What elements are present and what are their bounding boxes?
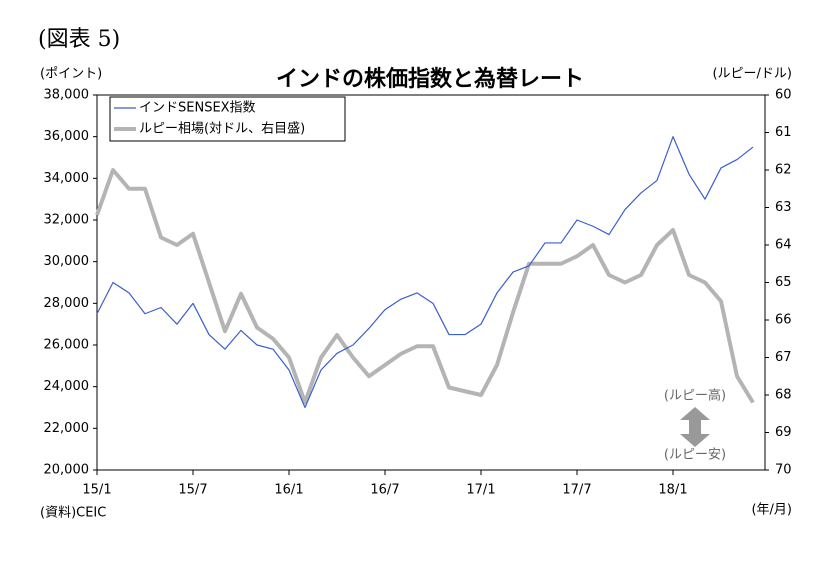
x-tick-label: 15/1	[82, 483, 111, 498]
chart-title: インドの株価指数と為替レート	[276, 66, 584, 92]
figure-label: (図表 5)	[38, 27, 120, 52]
x-tick-label: 15/7	[178, 483, 207, 498]
x-tick-label: 16/7	[370, 483, 399, 498]
x-tick-label: 16/1	[274, 483, 303, 498]
y2-tick-label: 67	[775, 350, 792, 365]
arrow	[680, 407, 710, 447]
x-tick-label: 17/7	[562, 483, 591, 498]
y-tick-label: 34,000	[44, 171, 90, 186]
source: (資料)CEIC	[40, 506, 106, 521]
y-tick-label: 36,000	[44, 129, 90, 144]
x-tick-label: 17/1	[466, 483, 495, 498]
y-axis-label: (ポイント)	[40, 67, 102, 82]
y2-tick-label: 62	[775, 163, 792, 178]
series-line	[95, 168, 755, 405]
y2-tick-label: 66	[775, 313, 792, 328]
y-tick-label: 24,000	[44, 379, 90, 394]
y-tick-label: 32,000	[44, 213, 90, 228]
y2-tick-label: 70	[775, 463, 792, 478]
plot-frame	[96, 94, 766, 471]
y-tick-label: 38,000	[44, 88, 90, 103]
y-tick-label: 28,000	[44, 296, 90, 311]
annotation: (ルピー高)	[664, 388, 726, 404]
y2-tick-label: 69	[775, 425, 792, 440]
y2-tick-label: 68	[775, 388, 792, 403]
y2-tick-label: 65	[775, 275, 792, 290]
y2-tick-label: 60	[775, 88, 792, 103]
y2-tick-label: 64	[775, 238, 792, 253]
y2-tick-label: 61	[775, 125, 792, 140]
y2-tick-label: 63	[775, 200, 792, 215]
series-line	[96, 136, 754, 409]
legend-label: インドSENSEX指数	[139, 101, 256, 116]
y2-axis-label: (ルピー/ドル)	[712, 67, 792, 82]
x-tick-label: 18/1	[658, 483, 687, 498]
legend-label: ルピー相場(対ドル、右目盛)	[139, 122, 305, 137]
y-tick-label: 20,000	[44, 463, 90, 478]
x-axis-label: (年/月)	[751, 503, 792, 518]
legend-box	[109, 96, 346, 142]
y-tick-label: 30,000	[44, 254, 90, 269]
annotation: (ルピー安)	[664, 448, 726, 463]
y-tick-label: 22,000	[44, 421, 90, 436]
y-tick-label: 26,000	[44, 338, 90, 353]
